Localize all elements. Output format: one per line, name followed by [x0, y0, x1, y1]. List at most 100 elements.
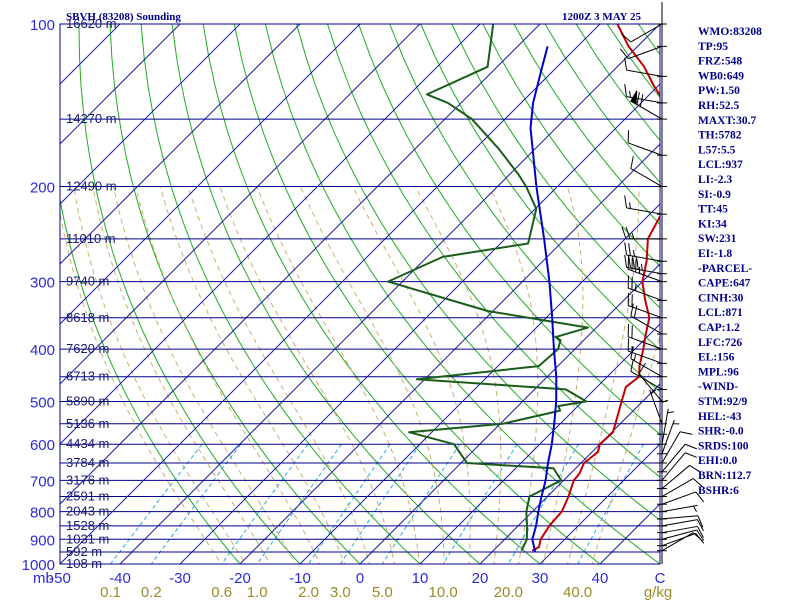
- pressure-tick-label: 1000: [22, 557, 55, 574]
- height-label: 12490 m: [66, 179, 117, 194]
- wind-barb-staff: [630, 168, 663, 187]
- wind-barb-staff: [626, 254, 663, 262]
- mixing-ratio-line: [307, 443, 391, 564]
- index-entry: CAPE:647: [698, 278, 751, 290]
- temperature-tick-label: -20: [229, 570, 251, 587]
- height-label: 108 m: [66, 556, 102, 571]
- wind-barb-staff: [630, 358, 663, 378]
- mixing-ratio-tick-label: 5.0: [372, 584, 393, 600]
- wind-barb-staff: [661, 519, 698, 527]
- wind-barb: [627, 292, 663, 319]
- wind-barb-staff: [661, 443, 686, 473]
- wind-barb-staff: [661, 491, 696, 505]
- index-entry: WB0:649: [698, 70, 744, 82]
- index-entry: L57:5.5: [698, 144, 736, 156]
- height-label: 14270 m: [66, 111, 117, 126]
- wind-barb-staff: [628, 142, 663, 156]
- moist-adiabat: [219, 186, 396, 564]
- axis-labels: 16620 m 14270 m 12490 m 11010 m 9740 m 8618 m…: [22, 16, 673, 600]
- wind-barb: [661, 443, 698, 473]
- height-label: 7620 m: [66, 341, 109, 356]
- wind-barb: [661, 529, 705, 541]
- wind-barb-feather: [684, 452, 698, 458]
- wind-barb: [624, 57, 663, 77]
- pressure-tick-label: 700: [30, 473, 55, 490]
- wind-barb-feather: [624, 84, 628, 97]
- moist-adiabat: [591, 334, 660, 564]
- mixing-ratio-line: [256, 443, 342, 564]
- wind-barb-feather: [630, 303, 634, 317]
- wind-barb-half-feather: [629, 91, 631, 98]
- wind-barb-staff: [649, 389, 663, 424]
- wind-barb-half-feather: [631, 232, 635, 240]
- index-entry: HEL:-43: [698, 411, 742, 423]
- index-entry: SRDS:100: [698, 440, 749, 452]
- wind-barb: [624, 84, 663, 104]
- wind-barb-half-feather: [667, 411, 674, 414]
- wind-barb-feather: [695, 491, 705, 503]
- wind-barb: [624, 254, 663, 275]
- wind-barb: [624, 195, 663, 215]
- wind-barb-feather: [689, 465, 701, 473]
- moist-adiabat: [73, 186, 247, 564]
- wind-barb-feather: [697, 519, 704, 531]
- wind-barb-staff: [630, 370, 663, 390]
- wind-barb: [627, 338, 663, 364]
- dry-adiabat: [109, 24, 361, 564]
- wind-barb-feather: [628, 243, 631, 256]
- wind-barb-feather: [624, 254, 628, 268]
- wind-barb-staff: [661, 529, 697, 540]
- wind-barb-staff: [661, 431, 681, 464]
- isotherm: [60, 24, 421, 385]
- dry-adiabat: [296, 24, 660, 521]
- isotherm: [299, 203, 660, 564]
- isotherm: [60, 24, 301, 265]
- parcel-trace: [529, 46, 558, 553]
- mixing-ratio-tick-label: 40.0: [563, 584, 592, 600]
- wind-barb-staff: [661, 515, 698, 520]
- moist-adiabat: [352, 186, 471, 564]
- wind-barb-staff: [661, 408, 669, 445]
- wind-barb-feather: [636, 256, 639, 270]
- temperature-tick-label: -30: [169, 570, 191, 587]
- wind-barb: [661, 515, 704, 528]
- wind-barb: [661, 419, 680, 454]
- wind-barb-feather: [624, 242, 628, 256]
- index-entry: TT:45: [698, 204, 728, 216]
- moist-adiabat: [135, 186, 321, 564]
- wind-barb-feather: [697, 515, 704, 528]
- index-entry: MPL:96: [698, 366, 739, 378]
- wind-barb: [630, 156, 663, 187]
- height-label: 592 m: [66, 544, 102, 559]
- wind-barb: [630, 303, 663, 335]
- temperature-trace: [531, 24, 660, 552]
- mixing-ratio-unit: g/kg: [644, 584, 672, 600]
- wind-barb: [624, 242, 663, 262]
- index-entry: EI:-1.8: [698, 248, 732, 260]
- wind-barb-half-feather: [640, 263, 643, 271]
- isotherm: [179, 83, 660, 564]
- pressure-tick-label: 900: [30, 532, 55, 549]
- mixing-ratio-line: [442, 443, 518, 564]
- isotherm: [60, 24, 181, 145]
- mixing-ratio-tick-label: 10.0: [429, 584, 458, 600]
- wind-barb-staff: [630, 315, 663, 335]
- mixing-ratio-line: [381, 443, 461, 564]
- wind-barb: [621, 226, 662, 240]
- mixing-ratio-line: [507, 443, 579, 564]
- dry-adiabat: [358, 24, 660, 435]
- station-title: SBVH (83208) Sounding: [66, 11, 181, 23]
- mixing-ratio-tick-label: 0.6: [211, 584, 232, 600]
- temperature-tick-label: -10: [289, 570, 311, 587]
- wind-barb-column: [619, 2, 705, 564]
- pressure-tick-label: 300: [30, 275, 55, 292]
- wind-barb-feather: [632, 256, 635, 269]
- dry-adiabat: [60, 197, 241, 564]
- plot-frame: [59, 23, 661, 565]
- dry-adiabat: [202, 24, 541, 564]
- index-entry: LCL:937: [698, 159, 743, 171]
- index-entry: -WIND-: [698, 381, 738, 393]
- pressure-tick-label: 500: [30, 394, 55, 411]
- wind-barb-staff: [628, 350, 663, 364]
- index-entry: -PARCEL-: [698, 263, 752, 275]
